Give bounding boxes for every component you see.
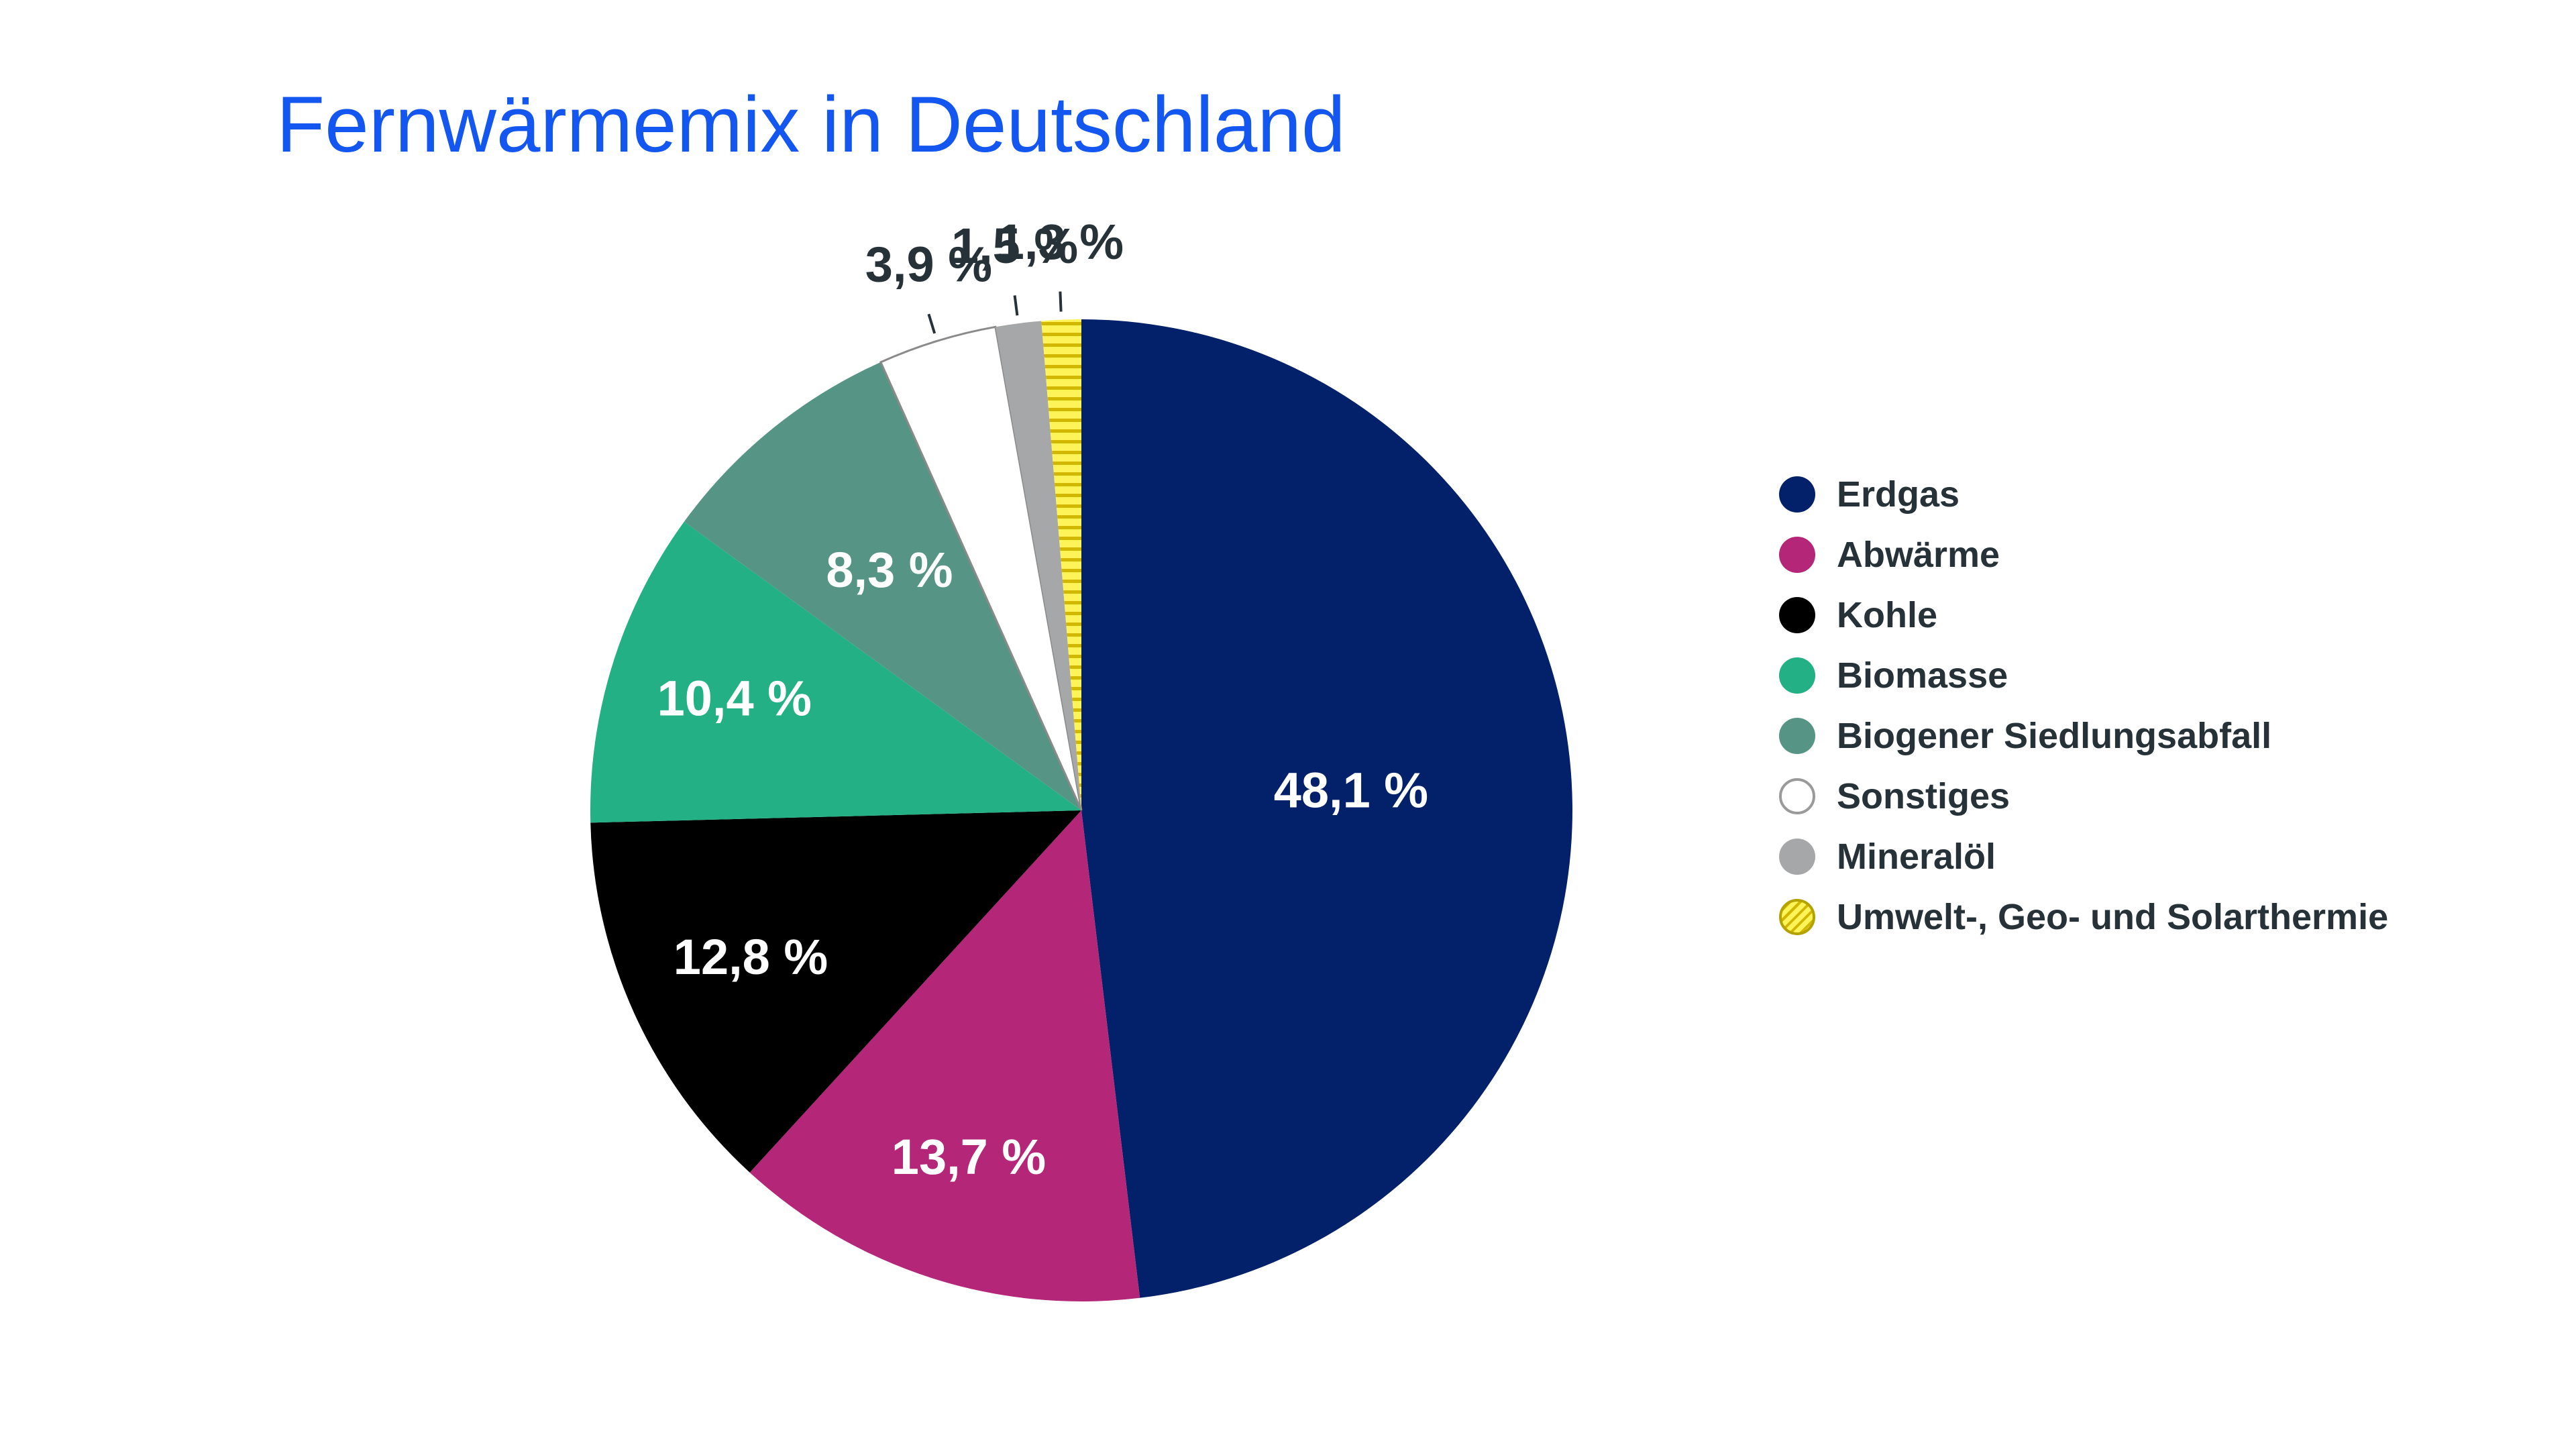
legend-marker-kohle — [1779, 597, 1815, 633]
data-label-umwelt-geo-und-solarthermie: 1,3 % — [997, 214, 1124, 270]
pie-slice-mineraloel — [995, 321, 1081, 810]
legend-item-kohle: Kohle — [1779, 585, 2388, 645]
chart-title: Fernwärmemix in Deutschland — [276, 80, 1346, 169]
data-label-biogener-siedlungsabfall: 8,3 % — [826, 542, 953, 598]
pie-slice-erdgas — [1081, 319, 1573, 1298]
legend-label: Erdgas — [1837, 474, 1960, 515]
legend-item-mineraloel: Mineralöl — [1779, 826, 2388, 887]
legend-item-umwelt-geo-und-solarthermie: Umwelt-, Geo- und Solarthermie — [1779, 887, 2388, 947]
legend-marker-mineraloel — [1779, 839, 1815, 875]
legend-label: Sonstiges — [1837, 776, 2010, 816]
pie-slice-biogener-siedlungsabfall — [684, 362, 1081, 810]
legend-marker-abwaerme — [1779, 537, 1815, 573]
legend-item-sonstiges: Sonstiges — [1779, 766, 2388, 826]
legend-marker-biomasse — [1779, 657, 1815, 694]
legend-item-abwaerme: Abwärme — [1779, 525, 2388, 585]
legend-label: Umwelt-, Geo- und Solarthermie — [1837, 897, 2389, 937]
legend-marker-sonstiges — [1779, 778, 1815, 814]
legend-item-biomasse: Biomasse — [1779, 645, 2388, 706]
leader-line-umwelt-geo-und-solarthermie — [1059, 291, 1063, 312]
legend-label: Abwärme — [1837, 535, 2000, 575]
legend-label: Mineralöl — [1837, 837, 1996, 877]
pie-slices — [590, 319, 1573, 1301]
data-label-kohle: 12,8 % — [674, 929, 828, 985]
leader-line-sonstiges — [927, 313, 936, 334]
legend-marker-biogener-siedlungsabfall — [1779, 718, 1815, 754]
pie-slice-sonstiges — [879, 325, 1083, 811]
legend-item-biogener-siedlungsabfall: Biogener Siedlungsabfall — [1779, 706, 2388, 766]
legend-label: Biomasse — [1837, 655, 2008, 696]
legend: Erdgas Abwärme Kohle Biomasse Biogener Siedl… — [1779, 464, 2388, 947]
data-label-abwaerme: 13,7 % — [892, 1129, 1046, 1185]
legend-marker-erdgas — [1779, 476, 1815, 513]
pie-slice-umwelt-geo-und-solarthermie — [1041, 319, 1081, 810]
data-label-erdgas: 48,1 % — [1274, 763, 1428, 818]
legend-marker-umwelt-geo-und-solarthermie — [1779, 899, 1815, 935]
data-label-mineraloel: 1,5 % — [951, 218, 1078, 274]
data-label-biomasse: 10,4 % — [657, 671, 812, 727]
legend-label: Biogener Siedlungsabfall — [1837, 716, 2272, 756]
leader-line-mineraloel — [1013, 295, 1019, 316]
pie-slice-kohle — [590, 810, 1081, 1173]
legend-label: Kohle — [1837, 595, 1938, 635]
pie-slice-biomasse — [590, 521, 1081, 823]
data-labels: 48,1 % 13,7 % 12,8 % 10,4 % 8,3 % 3,9 %1,5 %1… — [657, 214, 1428, 1185]
data-label-sonstiges: 3,9 % — [865, 237, 992, 292]
legend-item-erdgas: Erdgas — [1779, 464, 2388, 525]
pie-slice-abwaerme — [749, 810, 1140, 1301]
leader-lines — [927, 291, 1063, 334]
